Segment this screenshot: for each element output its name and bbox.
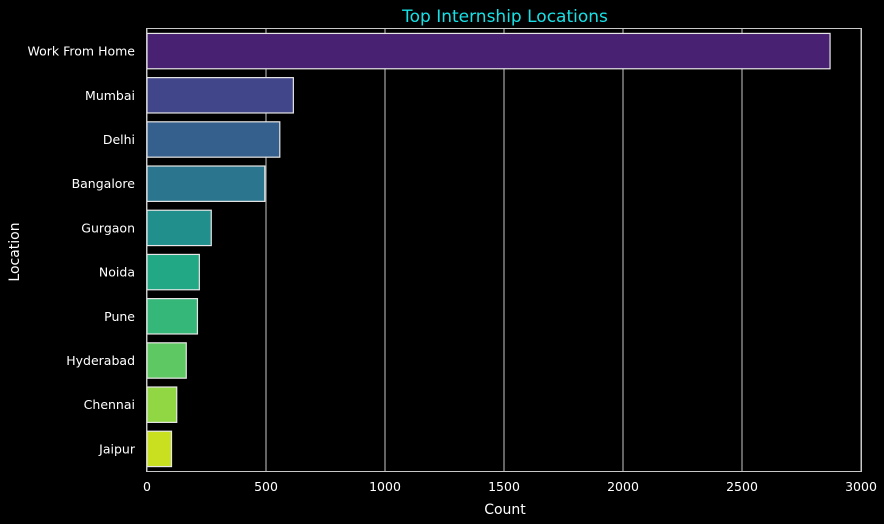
bar-delhi: [146, 121, 281, 158]
category-label: Chennai: [84, 397, 135, 412]
x-tick-label: 3000: [845, 479, 877, 494]
y-axis-label: Location: [7, 222, 23, 281]
chart-title: Top Internship Locations: [401, 7, 608, 27]
category-label: Delhi: [103, 132, 135, 147]
category-label: Mumbai: [85, 88, 135, 103]
x-tick-label: 2500: [726, 479, 758, 494]
bar-bangalore: [146, 165, 266, 202]
bars-group: [146, 32, 831, 468]
bar-noida: [146, 253, 200, 291]
category-label: Hyderabad: [66, 353, 135, 368]
category-labels: Work From Home Mumbai Delhi Bangalore Gurgao…: [28, 44, 136, 457]
category-label: Gurgaon: [81, 220, 135, 235]
x-tick-label: 500: [254, 479, 278, 494]
bar-gurgaon: [146, 209, 212, 247]
bar-pune: [146, 298, 199, 335]
bar-mumbai: [146, 77, 294, 114]
x-tick-label: 2000: [607, 479, 639, 494]
x-tick-label: 1500: [488, 479, 520, 494]
bar-jaipur: [146, 430, 173, 468]
category-label: Work From Home: [28, 44, 136, 59]
category-label: Noida: [99, 265, 135, 280]
plot-frame: [146, 28, 862, 472]
x-tick-label: 0: [143, 479, 151, 494]
category-label: Jaipur: [98, 441, 136, 456]
bar-hyderabad: [146, 342, 187, 379]
category-label: Bangalore: [72, 176, 136, 191]
x-tick-label: 1000: [369, 479, 401, 494]
x-tick-labels: 0 500 1000 1500 2000 2500 3000: [143, 479, 877, 494]
category-label: Pune: [104, 309, 135, 324]
x-axis-label: Count: [484, 502, 526, 518]
bar-work-from-home: [146, 32, 831, 70]
bar-chennai: [146, 386, 178, 423]
